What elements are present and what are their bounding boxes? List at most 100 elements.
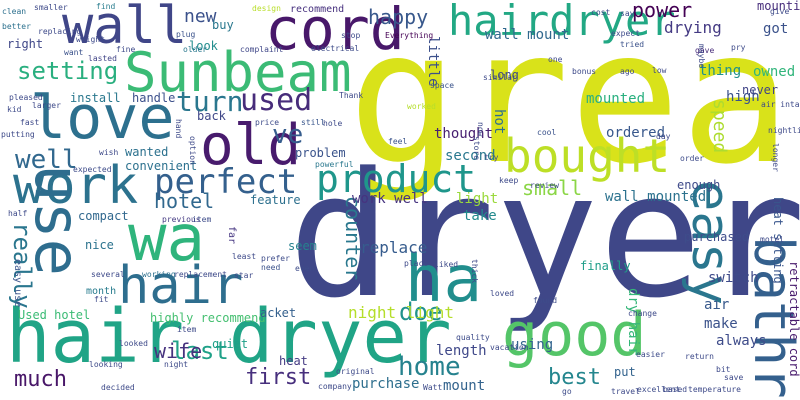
word: first: [245, 365, 312, 390]
word: handle: [132, 91, 176, 105]
word: fit: [94, 295, 109, 304]
word: night: [164, 360, 189, 369]
word: air intake: [761, 100, 800, 109]
word: dry hair: [625, 288, 641, 356]
word: fast: [20, 118, 40, 127]
word: maybe: [697, 44, 706, 69]
word: expected: [73, 165, 112, 174]
word: recommend: [290, 4, 345, 15]
word: ordered: [606, 125, 666, 141]
word: perfect: [154, 162, 298, 202]
word: feature: [250, 193, 301, 207]
word: mounting: [757, 0, 800, 13]
word: Watt: [423, 383, 443, 392]
word: heat: [279, 354, 308, 368]
word: motel: [760, 235, 785, 244]
word: high: [726, 89, 760, 105]
word: much: [14, 367, 67, 392]
word: retractable cord: [787, 261, 800, 377]
word: bit: [716, 365, 731, 374]
word: good: [502, 300, 647, 370]
word: wa: [128, 202, 206, 276]
word: go: [562, 387, 572, 396]
word: looking: [89, 360, 123, 369]
word: design: [252, 4, 281, 13]
word: weight: [76, 35, 105, 44]
word: Everything: [385, 31, 434, 40]
word: decided: [101, 383, 135, 392]
word: gave: [695, 46, 715, 55]
word: power: [632, 0, 693, 22]
word: feel: [388, 137, 408, 146]
word: ago: [620, 67, 635, 76]
word: hair dryer: [6, 294, 452, 380]
word: home: [398, 352, 461, 382]
word: temperature: [688, 385, 741, 394]
word: even: [295, 264, 315, 273]
word: switch: [708, 270, 759, 286]
word: purchase: [352, 376, 420, 392]
word: price: [255, 118, 280, 127]
word: older: [183, 45, 208, 54]
word: nice: [85, 238, 114, 252]
word: return: [685, 352, 714, 361]
word: complaint: [240, 45, 284, 54]
word: Used hotel: [18, 308, 91, 322]
word: electrical: [311, 44, 360, 53]
word: install: [70, 91, 121, 105]
word: cool: [537, 128, 557, 137]
word: larger: [32, 101, 61, 110]
word: option: [188, 136, 197, 165]
word: based: [663, 385, 688, 394]
word: great: [348, 0, 800, 205]
word: liked: [434, 260, 459, 269]
word: stop: [341, 31, 361, 40]
word: compact: [78, 209, 129, 223]
word: find: [96, 2, 116, 11]
word: thing: [699, 63, 742, 79]
word: second: [445, 148, 496, 164]
word: drying: [664, 18, 722, 37]
word: finally: [580, 259, 631, 273]
word: prefer: [261, 254, 290, 263]
word: plug: [176, 30, 196, 39]
word: day: [656, 132, 671, 141]
word: seem: [288, 239, 317, 253]
word: now: [476, 122, 485, 137]
word: hole: [323, 119, 343, 128]
word: month: [86, 286, 117, 297]
word: happy: [368, 5, 429, 29]
word: original: [336, 367, 375, 376]
word: cost: [591, 8, 611, 17]
word: change: [628, 309, 657, 318]
word: keep: [499, 176, 519, 185]
word: several: [91, 270, 125, 279]
word: working: [142, 270, 176, 279]
word: quiet: [212, 337, 249, 351]
word: speed: [709, 99, 730, 154]
word: Thank: [339, 91, 364, 100]
word: enough: [677, 178, 721, 192]
word: place: [404, 259, 429, 268]
word: item: [177, 325, 197, 334]
word: longer: [771, 143, 780, 172]
word: expect: [611, 29, 640, 38]
word: hair: [118, 256, 244, 316]
word: thick: [470, 259, 479, 284]
word: half: [8, 209, 28, 218]
word: wall: [62, 0, 188, 56]
word: still: [301, 118, 326, 127]
word: wall mounted: [605, 189, 707, 205]
word: back: [197, 109, 226, 123]
word: owned: [753, 64, 796, 80]
word: used: [240, 83, 313, 118]
word: review: [530, 181, 559, 190]
word: one: [548, 55, 563, 64]
word: vacation: [490, 343, 529, 352]
word: travel: [611, 387, 640, 396]
word: replacement: [174, 270, 227, 279]
word: company: [318, 382, 352, 391]
word: best: [548, 365, 601, 390]
word: never: [742, 83, 779, 97]
